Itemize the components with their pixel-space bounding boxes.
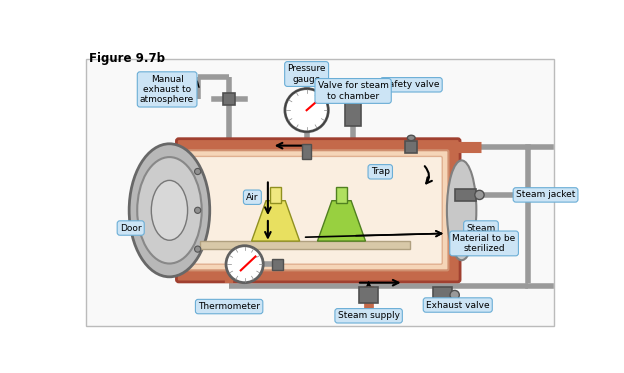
Ellipse shape xyxy=(447,160,476,260)
Circle shape xyxy=(285,89,328,132)
Text: Door: Door xyxy=(120,223,142,232)
Text: Manual
exhaust to
atmosphere: Manual exhaust to atmosphere xyxy=(140,75,194,104)
Bar xyxy=(455,189,476,201)
Text: Safety valve: Safety valve xyxy=(383,80,439,89)
Bar xyxy=(200,241,410,249)
Circle shape xyxy=(226,246,263,283)
Bar xyxy=(405,141,417,153)
Text: Steam: Steam xyxy=(466,223,495,232)
Text: Pressure
gauge: Pressure gauge xyxy=(288,64,326,84)
Circle shape xyxy=(450,291,459,300)
Ellipse shape xyxy=(348,97,358,103)
Circle shape xyxy=(195,169,201,175)
Bar xyxy=(433,287,452,303)
Text: Thermometer: Thermometer xyxy=(198,302,260,311)
Bar xyxy=(302,144,311,160)
Text: Air: Air xyxy=(246,193,258,202)
FancyBboxPatch shape xyxy=(194,156,442,264)
Circle shape xyxy=(195,207,201,213)
Ellipse shape xyxy=(407,135,415,141)
Text: Trap: Trap xyxy=(371,167,390,176)
Ellipse shape xyxy=(151,181,188,240)
Text: Figure 9.7b: Figure 9.7b xyxy=(89,53,165,65)
Bar xyxy=(270,187,281,203)
Circle shape xyxy=(195,246,201,252)
FancyBboxPatch shape xyxy=(188,150,449,270)
Polygon shape xyxy=(251,201,300,241)
Text: Steam supply: Steam supply xyxy=(338,311,399,320)
FancyBboxPatch shape xyxy=(177,139,460,282)
Bar xyxy=(336,187,348,203)
Text: Exhaust valve: Exhaust valve xyxy=(426,301,490,310)
Ellipse shape xyxy=(137,157,202,264)
Bar xyxy=(223,93,235,105)
Bar xyxy=(345,103,361,126)
FancyBboxPatch shape xyxy=(85,59,554,326)
Text: Material to be
sterilized: Material to be sterilized xyxy=(452,234,515,253)
Text: Steam jacket: Steam jacket xyxy=(516,190,575,200)
Ellipse shape xyxy=(129,144,210,277)
Text: Valve for steam
to chamber: Valve for steam to chamber xyxy=(318,81,389,101)
Bar xyxy=(359,287,378,303)
Circle shape xyxy=(475,190,484,200)
Polygon shape xyxy=(318,201,366,241)
Bar xyxy=(271,259,283,270)
